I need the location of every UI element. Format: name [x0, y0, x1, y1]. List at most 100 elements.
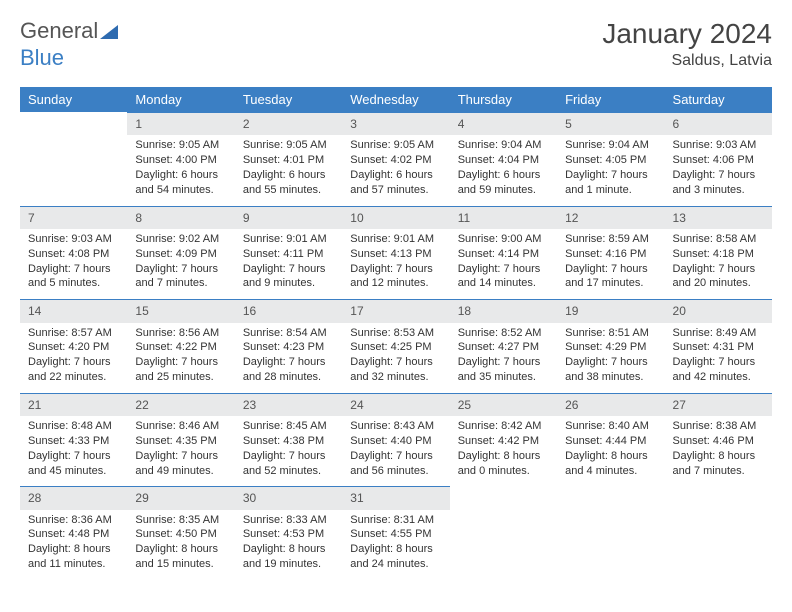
- calendar-cell: 29Sunrise: 8:35 AMSunset: 4:50 PMDayligh…: [127, 486, 234, 580]
- day-content: Sunrise: 9:05 AMSunset: 4:01 PMDaylight:…: [235, 135, 342, 205]
- day-content: Sunrise: 8:56 AMSunset: 4:22 PMDaylight:…: [127, 323, 234, 393]
- day-number: 25: [450, 393, 557, 416]
- sunrise-text: Sunrise: 8:38 AM: [673, 419, 764, 434]
- col-saturday: Saturday: [665, 87, 772, 112]
- calendar-cell: 6Sunrise: 9:03 AMSunset: 4:06 PMDaylight…: [665, 112, 772, 206]
- sunrise-text: Sunrise: 9:03 AM: [673, 138, 764, 153]
- day-content: Sunrise: 8:48 AMSunset: 4:33 PMDaylight:…: [20, 416, 127, 486]
- daylight-text: Daylight: 7 hours and 17 minutes.: [565, 262, 656, 292]
- sunrise-text: Sunrise: 9:01 AM: [243, 232, 334, 247]
- daylight-text: Daylight: 7 hours and 25 minutes.: [135, 355, 226, 385]
- sunset-text: Sunset: 4:48 PM: [28, 527, 119, 542]
- day-number: 6: [665, 112, 772, 135]
- sunrise-text: Sunrise: 8:31 AM: [350, 513, 441, 528]
- daylight-text: Daylight: 8 hours and 0 minutes.: [458, 449, 549, 479]
- daylight-text: Daylight: 7 hours and 49 minutes.: [135, 449, 226, 479]
- sunrise-text: Sunrise: 9:05 AM: [350, 138, 441, 153]
- day-content: Sunrise: 9:03 AMSunset: 4:08 PMDaylight:…: [20, 229, 127, 299]
- calendar-row: 28Sunrise: 8:36 AMSunset: 4:48 PMDayligh…: [20, 486, 772, 580]
- daylight-text: Daylight: 6 hours and 55 minutes.: [243, 168, 334, 198]
- day-content: Sunrise: 8:45 AMSunset: 4:38 PMDaylight:…: [235, 416, 342, 486]
- daylight-text: Daylight: 6 hours and 54 minutes.: [135, 168, 226, 198]
- sunset-text: Sunset: 4:08 PM: [28, 247, 119, 262]
- calendar-cell: [450, 486, 557, 580]
- sunset-text: Sunset: 4:20 PM: [28, 340, 119, 355]
- daylight-text: Daylight: 8 hours and 15 minutes.: [135, 542, 226, 572]
- day-number: 3: [342, 112, 449, 135]
- daylight-text: Daylight: 7 hours and 35 minutes.: [458, 355, 549, 385]
- calendar-cell: 24Sunrise: 8:43 AMSunset: 4:40 PMDayligh…: [342, 393, 449, 487]
- sunrise-text: Sunrise: 9:00 AM: [458, 232, 549, 247]
- sunset-text: Sunset: 4:38 PM: [243, 434, 334, 449]
- daylight-text: Daylight: 7 hours and 14 minutes.: [458, 262, 549, 292]
- sunrise-text: Sunrise: 8:48 AM: [28, 419, 119, 434]
- calendar-table: Sunday Monday Tuesday Wednesday Thursday…: [20, 87, 772, 580]
- col-monday: Monday: [127, 87, 234, 112]
- day-number: 24: [342, 393, 449, 416]
- day-number: 5: [557, 112, 664, 135]
- calendar-cell: 3Sunrise: 9:05 AMSunset: 4:02 PMDaylight…: [342, 112, 449, 206]
- day-number: 20: [665, 299, 772, 322]
- day-number: 9: [235, 206, 342, 229]
- calendar-cell: 19Sunrise: 8:51 AMSunset: 4:29 PMDayligh…: [557, 299, 664, 393]
- day-number: 16: [235, 299, 342, 322]
- sunset-text: Sunset: 4:46 PM: [673, 434, 764, 449]
- sunset-text: Sunset: 4:13 PM: [350, 247, 441, 262]
- day-content: Sunrise: 8:33 AMSunset: 4:53 PMDaylight:…: [235, 510, 342, 580]
- sunset-text: Sunset: 4:33 PM: [28, 434, 119, 449]
- sunset-text: Sunset: 4:02 PM: [350, 153, 441, 168]
- day-number: 7: [20, 206, 127, 229]
- calendar-cell: 18Sunrise: 8:52 AMSunset: 4:27 PMDayligh…: [450, 299, 557, 393]
- daylight-text: Daylight: 7 hours and 32 minutes.: [350, 355, 441, 385]
- day-content: Sunrise: 8:52 AMSunset: 4:27 PMDaylight:…: [450, 323, 557, 393]
- daylight-text: Daylight: 8 hours and 24 minutes.: [350, 542, 441, 572]
- calendar-row: 1Sunrise: 9:05 AMSunset: 4:00 PMDaylight…: [20, 112, 772, 206]
- day-number: 8: [127, 206, 234, 229]
- sunset-text: Sunset: 4:06 PM: [673, 153, 764, 168]
- header: General Blue January 2024 Saldus, Latvia: [20, 18, 772, 71]
- day-content: Sunrise: 8:59 AMSunset: 4:16 PMDaylight:…: [557, 229, 664, 299]
- day-content: [450, 493, 557, 553]
- sunrise-text: Sunrise: 8:46 AM: [135, 419, 226, 434]
- logo-text-blue: Blue: [20, 45, 64, 70]
- sunset-text: Sunset: 4:18 PM: [673, 247, 764, 262]
- sunset-text: Sunset: 4:35 PM: [135, 434, 226, 449]
- day-content: Sunrise: 9:00 AMSunset: 4:14 PMDaylight:…: [450, 229, 557, 299]
- day-number: 2: [235, 112, 342, 135]
- daylight-text: Daylight: 7 hours and 56 minutes.: [350, 449, 441, 479]
- calendar-cell: 21Sunrise: 8:48 AMSunset: 4:33 PMDayligh…: [20, 393, 127, 487]
- sunset-text: Sunset: 4:27 PM: [458, 340, 549, 355]
- day-number: 22: [127, 393, 234, 416]
- sunset-text: Sunset: 4:50 PM: [135, 527, 226, 542]
- day-number: 13: [665, 206, 772, 229]
- daylight-text: Daylight: 7 hours and 9 minutes.: [243, 262, 334, 292]
- day-number: 15: [127, 299, 234, 322]
- calendar-cell: 2Sunrise: 9:05 AMSunset: 4:01 PMDaylight…: [235, 112, 342, 206]
- calendar-cell: 27Sunrise: 8:38 AMSunset: 4:46 PMDayligh…: [665, 393, 772, 487]
- col-thursday: Thursday: [450, 87, 557, 112]
- sunrise-text: Sunrise: 8:56 AM: [135, 326, 226, 341]
- sunrise-text: Sunrise: 9:04 AM: [565, 138, 656, 153]
- day-number: 28: [20, 486, 127, 509]
- day-content: Sunrise: 9:03 AMSunset: 4:06 PMDaylight:…: [665, 135, 772, 205]
- title-block: January 2024 Saldus, Latvia: [602, 18, 772, 70]
- day-content: Sunrise: 8:58 AMSunset: 4:18 PMDaylight:…: [665, 229, 772, 299]
- calendar-body: 1Sunrise: 9:05 AMSunset: 4:00 PMDaylight…: [20, 112, 772, 580]
- day-content: Sunrise: 8:51 AMSunset: 4:29 PMDaylight:…: [557, 323, 664, 393]
- calendar-cell: 23Sunrise: 8:45 AMSunset: 4:38 PMDayligh…: [235, 393, 342, 487]
- day-number: 31: [342, 486, 449, 509]
- calendar-cell: 26Sunrise: 8:40 AMSunset: 4:44 PMDayligh…: [557, 393, 664, 487]
- day-content: Sunrise: 8:54 AMSunset: 4:23 PMDaylight:…: [235, 323, 342, 393]
- sunset-text: Sunset: 4:04 PM: [458, 153, 549, 168]
- calendar-cell: 22 Sunrise: 8:46 AMSunset: 4:35 PMDayligh…: [127, 393, 234, 487]
- calendar-cell: 14Sunrise: 8:57 AMSunset: 4:20 PMDayligh…: [20, 299, 127, 393]
- calendar-cell: 28Sunrise: 8:36 AMSunset: 4:48 PMDayligh…: [20, 486, 127, 580]
- sunrise-text: Sunrise: 9:05 AM: [243, 138, 334, 153]
- sunrise-text: Sunrise: 8:51 AM: [565, 326, 656, 341]
- day-content: Sunrise: 9:01 AMSunset: 4:11 PMDaylight:…: [235, 229, 342, 299]
- day-content: [20, 119, 127, 179]
- calendar-cell: 1Sunrise: 9:05 AMSunset: 4:00 PMDaylight…: [127, 112, 234, 206]
- sunrise-text: Sunrise: 8:42 AM: [458, 419, 549, 434]
- day-content: Sunrise: 8:49 AMSunset: 4:31 PMDaylight:…: [665, 323, 772, 393]
- sunset-text: Sunset: 4:55 PM: [350, 527, 441, 542]
